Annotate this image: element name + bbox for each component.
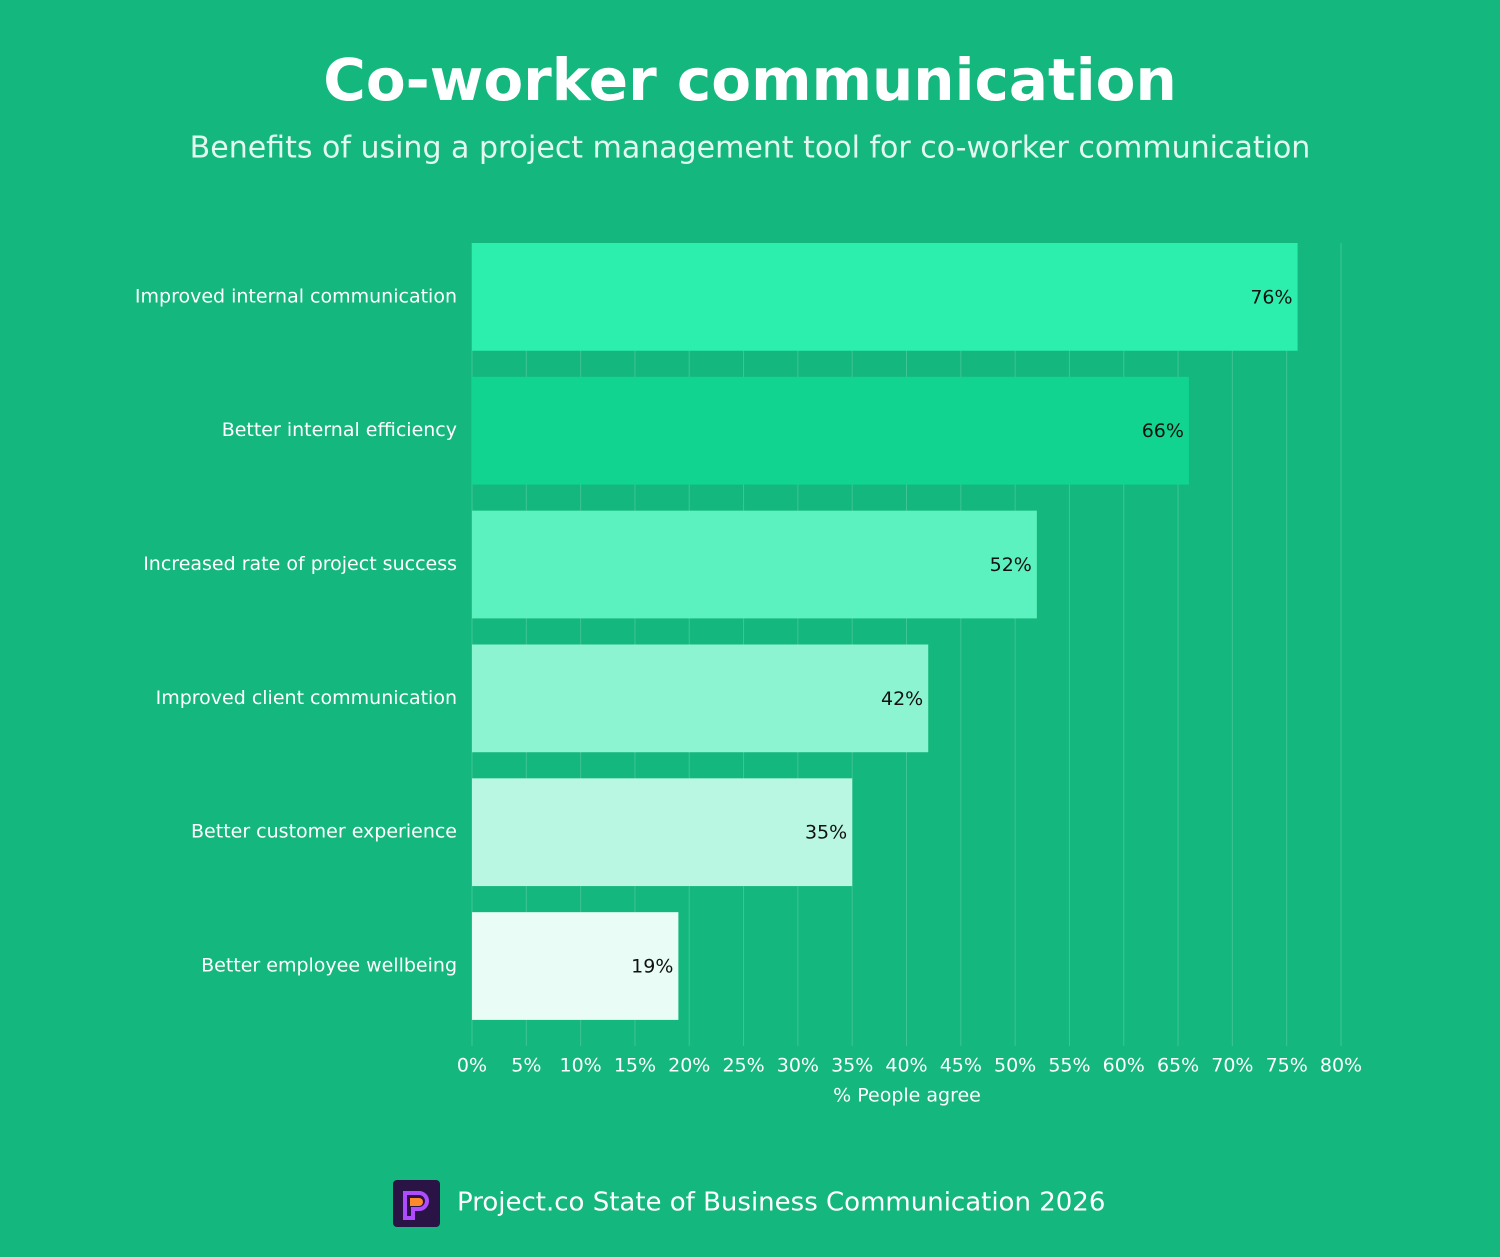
logo (393, 1180, 440, 1227)
value-label: 66% (1142, 420, 1184, 442)
logo-mark-inner (410, 1198, 423, 1206)
x-tick-label: 30% (777, 1055, 819, 1077)
x-tick-label: 20% (668, 1055, 710, 1077)
bar (472, 376, 1189, 485)
value-label: 42% (881, 688, 923, 710)
x-tick-label: 40% (885, 1055, 927, 1077)
plot: 76% 66% 52% 42% 35% 19% (472, 243, 1298, 1020)
y-tick-label: Increased rate of project success (143, 553, 457, 575)
chart-subtitle: Benefits of using a project management t… (190, 131, 1311, 166)
x-tick-label: 50% (994, 1055, 1036, 1077)
x-tick-label: 15% (614, 1055, 656, 1077)
y-tick-label: Better employee wellbeing (201, 955, 457, 977)
x-tick-label: 5% (511, 1055, 541, 1077)
x-tick-label: 25% (722, 1055, 764, 1077)
bar (472, 644, 929, 753)
x-axis-label: % People agree (833, 1085, 981, 1107)
y-tick-label: Improved client communication (156, 687, 457, 709)
logo-mark (403, 1191, 429, 1220)
footer: Project.co State of Business Communicati… (457, 1188, 1105, 1218)
x-tick-label: 35% (831, 1055, 873, 1077)
x-tick-label: 55% (1048, 1055, 1090, 1077)
x-tick-label: 65% (1157, 1055, 1199, 1077)
x-tick-label: 75% (1266, 1055, 1308, 1077)
x-tick-label: 10% (560, 1055, 602, 1077)
chart-title: Co-worker communication (323, 46, 1177, 114)
value-label: 19% (631, 956, 673, 978)
x-tick-label: 80% (1320, 1055, 1362, 1077)
y-tick-label: Better customer experience (191, 821, 457, 843)
y-tick-label: Improved internal communication (135, 285, 457, 307)
bar (472, 510, 1037, 619)
bar (472, 778, 853, 887)
x-tick-label: 0% (457, 1055, 487, 1077)
x-tick-label: 45% (940, 1055, 982, 1077)
x-tick-label: 60% (1103, 1055, 1145, 1077)
bar (472, 912, 679, 1020)
value-label: 35% (805, 822, 847, 844)
bar (472, 243, 1298, 351)
y-tick-label: Better internal efficiency (222, 419, 457, 441)
value-label: 76% (1250, 286, 1292, 308)
value-label: 52% (990, 554, 1032, 576)
x-tick-label: 70% (1211, 1055, 1253, 1077)
